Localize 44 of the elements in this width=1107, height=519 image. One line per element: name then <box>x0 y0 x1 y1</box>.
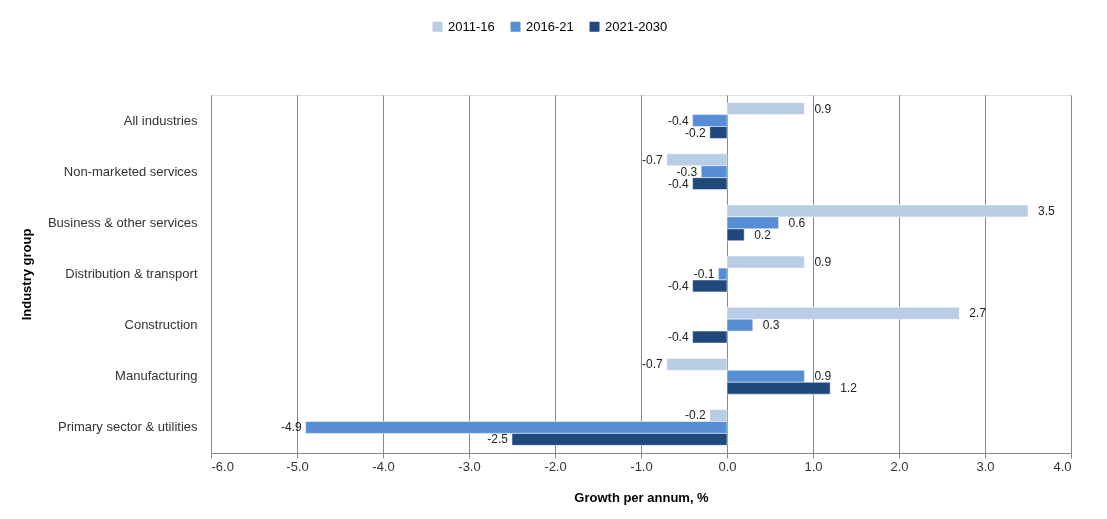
data-label: -0.4 <box>667 278 689 293</box>
x-tick-label: -3.0 <box>458 458 481 474</box>
x-tick-label: 3.0 <box>976 458 995 474</box>
data-label: -0.7 <box>642 357 664 372</box>
data-label: 0.3 <box>762 318 780 333</box>
y-tick-label: Manufacturing <box>115 368 198 384</box>
data-label: -0.4 <box>667 176 689 191</box>
data-label: -0.2 <box>685 408 707 423</box>
y-tick-label: Distribution & transport <box>65 266 198 281</box>
x-tick-label: 2.0 <box>890 458 909 474</box>
data-label: 0.9 <box>814 369 832 384</box>
data-label: 1.2 <box>840 381 858 396</box>
data-label: -0.1 <box>693 267 715 281</box>
x-tick-label: 4.0 <box>1053 458 1072 474</box>
data-label: -0.7 <box>642 152 664 167</box>
x-tick-label: -1.0 <box>630 458 653 474</box>
legend-label: 2011-16 <box>448 18 495 34</box>
x-tick-label: -2.0 <box>544 458 567 474</box>
data-label: -0.3 <box>676 164 698 179</box>
data-label: -0.4 <box>667 330 689 345</box>
y-tick-label: Non-marketed services <box>63 163 198 179</box>
x-axis-title: Growth per annum, % <box>574 489 710 505</box>
legend-label: 2016-21 <box>526 18 574 34</box>
x-tick-label: -4.0 <box>372 458 395 474</box>
data-label: 3.5 <box>1038 203 1056 218</box>
x-tick-label: 1.0 <box>804 458 823 474</box>
x-tick-label: -6.0 <box>211 458 234 474</box>
y-tick-label: Business & other services <box>47 214 198 230</box>
y-axis-title: Industry group <box>18 228 34 321</box>
y-tick-label: Construction <box>124 317 198 333</box>
data-label: -4.9 <box>280 420 302 435</box>
data-label: -0.2 <box>685 125 707 140</box>
data-label: -0.4 <box>667 113 689 128</box>
data-label: 0.2 <box>754 227 772 242</box>
legend-label: 2021-2030 <box>605 18 668 34</box>
y-tick-label: All industries <box>123 112 198 128</box>
data-label: -2.5 <box>487 432 509 447</box>
x-tick-label: -5.0 <box>286 458 309 474</box>
data-label: 0.6 <box>788 215 806 230</box>
x-tick-label: 0.0 <box>718 458 737 474</box>
data-label: 0.9 <box>814 255 832 270</box>
data-label: 2.7 <box>969 306 987 321</box>
data-label: 0.9 <box>814 101 832 116</box>
y-tick-label: Primary sector & utilities <box>58 419 198 435</box>
